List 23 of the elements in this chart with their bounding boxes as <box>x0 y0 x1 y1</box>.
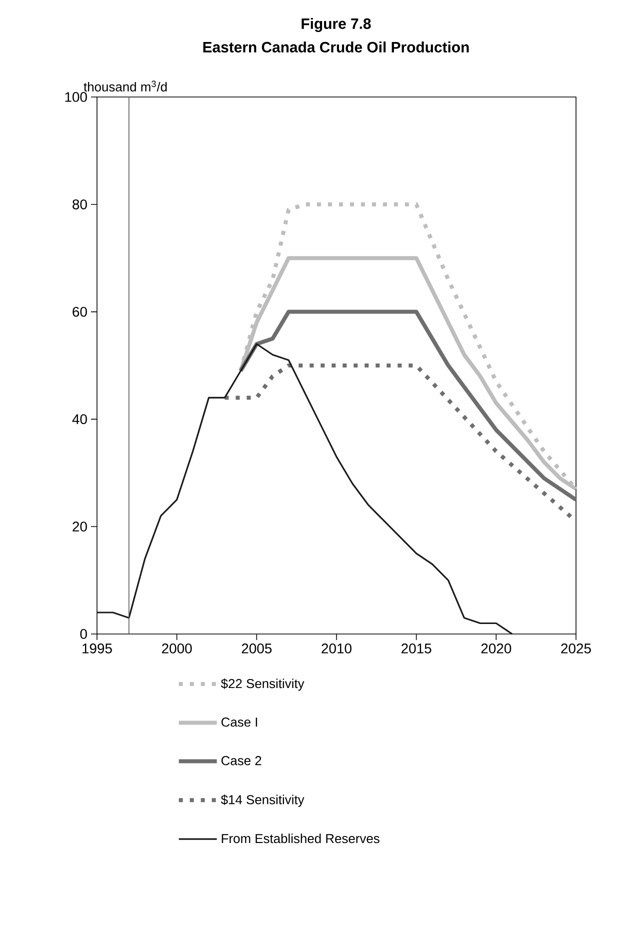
line-series <box>238 310 578 502</box>
y-axis-title: thousand m$^{3}$/d <box>84 80 167 92</box>
legend-label: Case I <box>221 718 258 727</box>
y-tick-label: 0 <box>80 629 87 639</box>
legend-label: $22 Sensitivity <box>220 678 304 691</box>
y-tick-label: 100 <box>65 92 87 102</box>
y-tick-label: 40 <box>72 414 87 424</box>
legend-label: $14 Sensitivity <box>220 794 304 807</box>
chart-title: Figure 7.8 <box>302 18 371 32</box>
x-tick-label: 2025 <box>561 644 591 654</box>
x-tick-label: 2010 <box>322 644 352 654</box>
x-tick-label: 2020 <box>481 644 512 654</box>
x-tick-label: 2000 <box>162 644 192 654</box>
x-tick-label: 2005 <box>242 644 272 654</box>
y-tick-label: 80 <box>72 199 87 210</box>
chart-subtitle: Eastern Canada Crude Oil Production <box>203 42 469 52</box>
y-tick-label: 60 <box>72 306 87 317</box>
legend-label: Case 2 <box>221 756 262 766</box>
x-tick-label: 2015 <box>402 644 432 654</box>
x-tick-label: 1995 <box>82 644 112 654</box>
y-tick-label: 20 <box>72 522 87 532</box>
line-series <box>96 343 513 635</box>
legend-label: From Established Reserves <box>222 834 380 844</box>
